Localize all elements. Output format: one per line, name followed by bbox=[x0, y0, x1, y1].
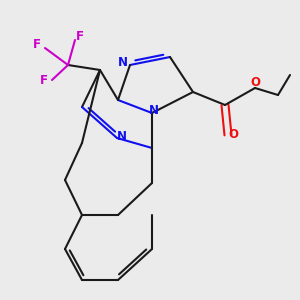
Text: O: O bbox=[250, 76, 260, 88]
Text: N: N bbox=[149, 103, 159, 116]
Text: F: F bbox=[40, 74, 48, 86]
Text: N: N bbox=[117, 130, 127, 142]
Text: F: F bbox=[76, 31, 84, 44]
Text: N: N bbox=[118, 56, 128, 70]
Text: O: O bbox=[228, 128, 238, 142]
Text: F: F bbox=[33, 38, 41, 52]
